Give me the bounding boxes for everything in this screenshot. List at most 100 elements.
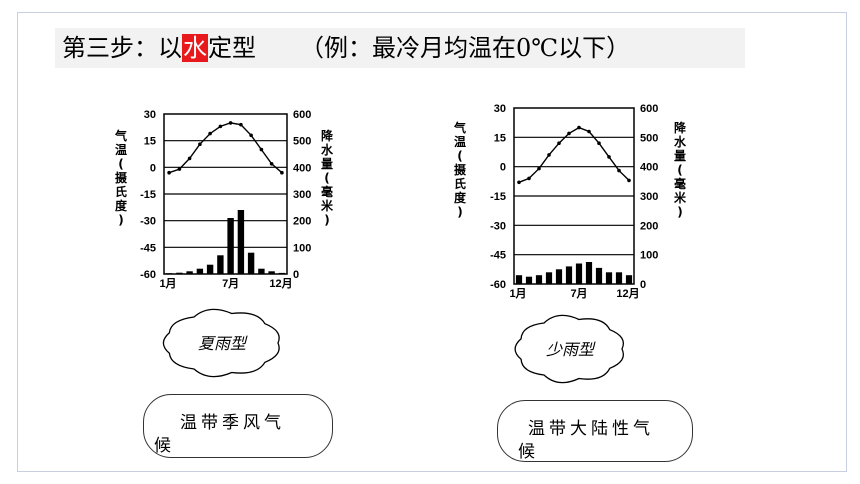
precip-tick-label: 0: [640, 279, 646, 291]
temp-tick-label: 30: [494, 103, 506, 115]
temp-tick-label: -15: [140, 189, 156, 201]
temp-tick-label: -15: [490, 191, 506, 203]
temp-axis-label-char: (: [457, 149, 462, 163]
temperature-point: [280, 170, 284, 175]
precip-bar: [515, 275, 523, 284]
precip-tick-label: 100: [293, 242, 311, 254]
temp-tick-label: -45: [490, 250, 506, 262]
temp-axis-label-char: ): [457, 205, 462, 219]
temperature-point: [547, 153, 551, 157]
climate-chart-1: 30 15 0 -15 -30 -45 -60 600 500 400 300 200 100 0 1月 7月…: [114, 109, 334, 378]
temperature-line: [518, 126, 630, 183]
precip-tick-label: 300: [640, 191, 658, 203]
precip-bar: [258, 268, 265, 274]
x-tick-label: 7月: [222, 277, 239, 290]
precip-bar: [625, 275, 633, 284]
precip-tick-label: 0: [293, 269, 299, 281]
temperature-point: [557, 141, 561, 145]
temp-axis-label-char: 摄: [115, 170, 128, 185]
temperature-point: [198, 142, 202, 146]
precip-axis-label-char: ): [677, 205, 682, 219]
temp-axis-label-char: 摄: [454, 162, 467, 177]
temp-tick-label: 15: [144, 136, 156, 148]
temperature-point: [259, 147, 264, 152]
precip-tick-label: 500: [293, 136, 311, 148]
type-label: 少雨型: [546, 340, 596, 359]
precip-bar: [615, 272, 623, 284]
temperature-point: [208, 131, 212, 136]
precip-bar: [575, 263, 583, 284]
precip-bar: [565, 266, 573, 284]
precip-bar: [176, 272, 183, 274]
precip-axis-label-char: ): [324, 213, 329, 227]
temp-axis-label-char: 气: [453, 120, 466, 135]
type-cloud: [514, 314, 625, 384]
x-tick-label: 1月: [159, 277, 176, 290]
precip-axis-label-char: 量: [321, 157, 333, 171]
temp-axis-label-char: 温: [115, 143, 127, 157]
temp-axis-label-char: 度: [115, 198, 128, 213]
climate-label-line1: 温带大陆性气: [528, 419, 654, 439]
precip-bar: [196, 268, 204, 274]
temperature-point: [527, 176, 531, 181]
temp-tick-label: 0: [500, 162, 506, 174]
x-tick-label: 12月: [616, 287, 639, 300]
precip-axis-label-char: 水: [321, 142, 334, 157]
precip-bar: [227, 218, 234, 274]
precip-tick-label: 200: [293, 216, 311, 228]
temp-axis-label-char: ): [118, 213, 123, 227]
title-suffix: 定型: [208, 34, 256, 62]
temperature-point: [249, 133, 253, 138]
precip-axis-label-char: 毫: [674, 176, 686, 191]
temperature-point: [269, 162, 274, 166]
precip-axis-label-char: 毫: [321, 184, 333, 199]
precip-axis-label-char: (: [324, 171, 329, 185]
climate-label-line1: 温带季风气: [180, 413, 285, 433]
temp-axis-label-char: 温: [454, 135, 466, 149]
temp-tick-label: -60: [140, 269, 156, 281]
climate-type-box-continental: 温带大陆性气 候: [497, 400, 693, 462]
precip-bar: [595, 267, 603, 284]
title-example: （例：最冷月均温在0℃以下）: [300, 34, 631, 62]
temperature-point: [587, 129, 591, 134]
precip-bar: [545, 272, 553, 284]
temperature-point: [537, 166, 541, 171]
slide-frame: [17, 12, 847, 472]
precip-bar: [247, 252, 255, 274]
temperature-point: [567, 131, 571, 136]
title-prefix: 第三步：以: [62, 34, 182, 62]
temp-tick-label: -30: [490, 220, 506, 232]
precip-bar: [237, 210, 245, 274]
temperature-line: [168, 122, 283, 174]
title-bar: [55, 28, 745, 68]
precip-tick-label: 100: [640, 250, 658, 262]
temp-axis-label-char: (: [118, 157, 123, 171]
precip-tick-label: 600: [640, 103, 658, 115]
climate-label-line2: 候: [518, 442, 539, 462]
temperature-point: [517, 180, 521, 185]
temperature-point: [239, 122, 243, 127]
precip-axis-label-char: 米: [674, 190, 687, 205]
precip-bar: [535, 275, 543, 284]
x-tick-label: 12月: [269, 277, 292, 290]
precip-tick-label: 600: [293, 109, 311, 121]
temperature-point: [218, 124, 223, 129]
precip-bar: [605, 272, 613, 284]
temp-axis-label-char: 氏: [454, 176, 466, 191]
temperature-point: [597, 141, 601, 145]
precip-bar: [217, 255, 224, 274]
precip-bar: [525, 276, 533, 284]
x-tick-label: 1月: [509, 287, 526, 300]
temp-axis-label-char: 度: [454, 190, 467, 205]
precip-axis-label-char: 量: [674, 149, 686, 163]
temp-tick-label: -30: [140, 216, 156, 228]
temperature-point: [228, 121, 233, 125]
precip-tick-label: 500: [640, 132, 658, 144]
precip-tick-label: 300: [293, 189, 311, 201]
temp-axis-label-char: 气: [114, 128, 127, 143]
temp-tick-label: 30: [144, 109, 156, 121]
precip-bar: [165, 273, 173, 274]
precip-tick-label: 400: [640, 162, 658, 174]
precip-bar: [555, 269, 563, 284]
